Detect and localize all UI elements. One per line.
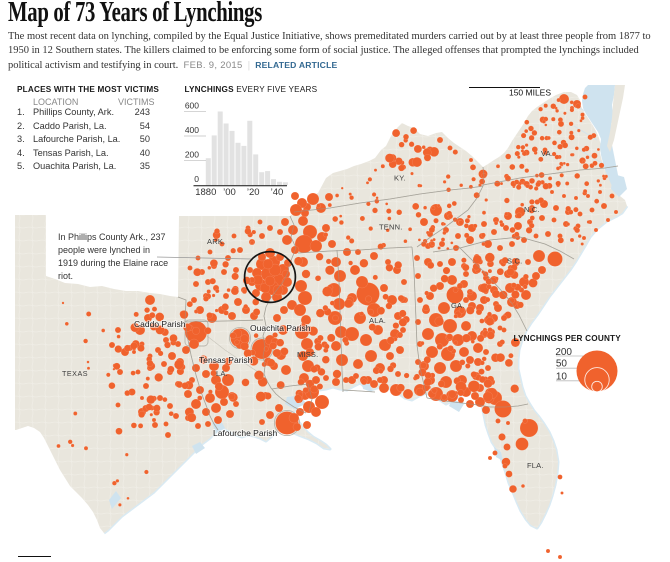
svg-text:LYNCHINGS EVERY FIVE YEARS: LYNCHINGS EVERY FIVE YEARS — [185, 85, 318, 94]
svg-text:Caddo Parish: Caddo Parish — [134, 319, 186, 329]
svg-text:10: 10 — [556, 372, 568, 383]
svg-text:ALA.: ALA. — [369, 316, 386, 325]
svg-text:’40: ’40 — [271, 187, 284, 198]
svg-text:VA.: VA. — [541, 149, 553, 158]
svg-text:0: 0 — [194, 174, 199, 184]
svg-text:1919 during the Elaine race: 1919 during the Elaine race — [58, 258, 168, 268]
svg-text:TENN.: TENN. — [379, 223, 403, 232]
svg-text:200: 200 — [555, 347, 572, 358]
svg-text:200: 200 — [185, 150, 199, 160]
svg-text:GA.: GA. — [451, 301, 465, 310]
svg-text:ARK.: ARK. — [207, 237, 225, 246]
svg-text:riot.: riot. — [58, 271, 73, 281]
svg-text:150 MILES: 150 MILES — [509, 88, 551, 98]
svg-text:1880: 1880 — [195, 187, 216, 198]
svg-text:MISS.: MISS. — [297, 350, 318, 359]
svg-text:LYNCHINGS PER COUNTY: LYNCHINGS PER COUNTY — [514, 334, 622, 343]
svg-text:’00: ’00 — [223, 187, 236, 198]
svg-text:Ouachita Parish: Ouachita Parish — [250, 323, 311, 333]
svg-text:N.C.: N.C. — [524, 205, 540, 214]
svg-text:400: 400 — [185, 125, 199, 135]
svg-text:Tensas Parish: Tensas Parish — [199, 355, 253, 365]
svg-text:’20: ’20 — [247, 187, 260, 198]
svg-text:LA.: LA. — [216, 369, 228, 378]
svg-text:Lafourche Parish: Lafourche Parish — [213, 428, 278, 438]
svg-text:S.C.: S.C. — [507, 257, 522, 266]
svg-text:KY.: KY. — [394, 174, 406, 183]
svg-text:600: 600 — [185, 101, 199, 111]
svg-text:TEXAS: TEXAS — [62, 369, 88, 378]
svg-text:people were lynched in: people were lynched in — [58, 245, 150, 255]
svg-text:50: 50 — [556, 359, 568, 370]
svg-text:In Phillips County Ark., 237: In Phillips County Ark., 237 — [58, 232, 166, 242]
svg-text:FLA.: FLA. — [527, 461, 544, 470]
